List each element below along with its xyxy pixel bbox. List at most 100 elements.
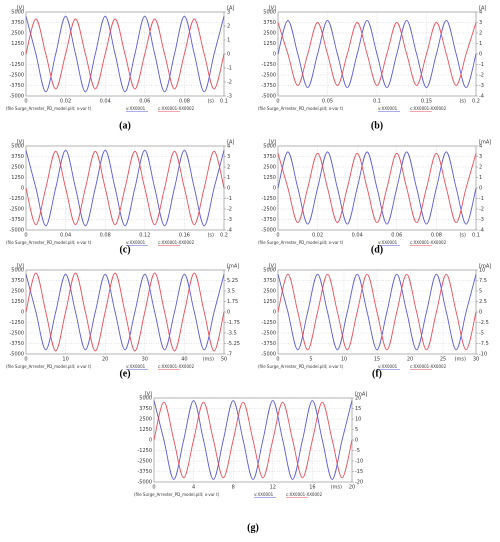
y2-tick-label: 3 <box>227 10 230 16</box>
y2-tick-label: 3.5 <box>227 289 235 295</box>
panel-label: (f) <box>372 368 382 379</box>
legend-label: v:XX0001 <box>126 106 146 111</box>
x-tick-label: 0.08 <box>431 233 442 239</box>
y2-tick-label: -7 <box>227 352 232 358</box>
y-tick-label: 3750 <box>11 20 24 26</box>
y-tick-label: -5000 <box>261 94 276 100</box>
y2-axis-label: [A] <box>227 140 234 146</box>
y2-tick-label: -15 <box>355 469 363 475</box>
y2-tick-label: -3 <box>227 217 232 223</box>
y2-tick-label: 10 <box>479 268 485 274</box>
y-tick-label: 0 <box>273 52 276 58</box>
y2-tick-label: -20 <box>355 480 363 486</box>
series-line <box>25 150 225 226</box>
legend-label: c:XX0001-XX0002 <box>158 364 195 369</box>
y-tick-label: 1250 <box>11 299 24 305</box>
y-tick-label: -2500 <box>9 73 24 79</box>
y2-tick-label: 15 <box>355 406 361 412</box>
y-tick-label: -5000 <box>261 228 276 234</box>
x-tick-label: 0.05 <box>322 99 333 105</box>
y-tick-label: 0 <box>21 52 24 58</box>
y-axis-label: [V] <box>17 140 24 146</box>
y2-tick-label: 2 <box>479 165 482 171</box>
y2-tick-label: -10 <box>355 459 363 465</box>
y-tick-label: 5000 <box>263 10 276 16</box>
y-tick-label: 2500 <box>139 417 152 423</box>
x-tick-label: 0.04 <box>352 233 363 239</box>
y2-tick-label: 1 <box>227 175 230 181</box>
x-tick-label: 0.08 <box>179 99 190 105</box>
y2-tick-label: -5 <box>479 331 484 337</box>
y2-tick-label: -1 <box>479 62 484 68</box>
y2-tick-label: -10 <box>479 352 487 358</box>
y2-axis-label: [mA] <box>355 392 367 398</box>
y2-tick-label: -1 <box>227 196 232 202</box>
y-tick-label: -5000 <box>261 352 276 358</box>
y-tick-label: -5000 <box>137 480 152 486</box>
series-line <box>277 19 477 89</box>
y-tick-label: 1250 <box>11 41 24 47</box>
y2-tick-label: 4 <box>479 10 482 16</box>
y2-axis-label: [mA] <box>479 264 491 270</box>
series-line <box>25 273 225 351</box>
y-tick-label: -3750 <box>137 469 152 475</box>
y-axis-label: [V] <box>17 264 24 270</box>
y2-tick-label: 2 <box>227 24 230 30</box>
series-line <box>277 151 477 225</box>
y2-tick-label: 5 <box>355 427 358 433</box>
y-tick-label: 1250 <box>139 427 152 433</box>
x-tick-label: 4 <box>192 485 195 491</box>
y-tick-label: -3750 <box>261 83 276 89</box>
y-tick-label: 3750 <box>263 154 276 160</box>
y-tick-label: -1250 <box>9 320 24 326</box>
x-tick-label: 0.1 <box>472 233 480 239</box>
y2-tick-label: -1 <box>227 66 232 72</box>
y2-tick-label: 5 <box>479 289 482 295</box>
y-tick-label: -1250 <box>137 448 152 454</box>
x-tick-label: 0.1 <box>220 99 228 105</box>
y2-tick-label: 2 <box>227 165 230 171</box>
y-axis-label: [V] <box>269 264 276 270</box>
y-tick-label: 3750 <box>263 278 276 284</box>
x-tick-label: 0 <box>276 99 279 105</box>
caption: (file Surge_Arrester_PD_model.pl4; x-var… <box>258 240 344 245</box>
x-tick-label: 8 <box>232 485 235 491</box>
legend-label: c:XX0001-XX0002 <box>410 364 447 369</box>
x-tick-label: 0 <box>152 485 155 491</box>
x-tick-label: 50 <box>221 357 227 363</box>
y2-axis-label: [mA] <box>227 264 239 270</box>
series-line <box>277 273 477 351</box>
series-line <box>153 401 353 479</box>
x-tick-label: 10 <box>62 357 68 363</box>
y-tick-label: 2500 <box>11 289 24 295</box>
series-line <box>277 152 477 224</box>
y-tick-label: 2500 <box>263 31 276 37</box>
x-tick-label: 0.2 <box>472 99 480 105</box>
y-tick-label: -2500 <box>9 207 24 213</box>
y-tick-label: 0 <box>273 186 276 192</box>
x-axis-label: (s) <box>459 99 466 105</box>
y2-tick-label: -2 <box>227 80 232 86</box>
y-tick-label: -3750 <box>261 341 276 347</box>
y2-tick-label: -4 <box>227 228 232 234</box>
series-line <box>277 273 477 351</box>
series-line <box>277 22 477 86</box>
y2-tick-label: 0 <box>227 310 230 316</box>
y-tick-label: -2500 <box>261 207 276 213</box>
y-tick-label: 2500 <box>263 289 276 295</box>
y2-tick-label: -1.75 <box>227 320 240 326</box>
caption: (file Surge_Arrester_PD_model.pl4; x-var… <box>6 240 92 245</box>
y2-tick-label: -4 <box>479 94 484 100</box>
x-axis-label: (ms) <box>203 357 214 363</box>
y2-tick-label: 0 <box>479 186 482 192</box>
y2-tick-label: -3.5 <box>227 331 237 337</box>
panel-label: (a) <box>119 120 131 131</box>
y-tick-label: 1250 <box>263 41 276 47</box>
y2-tick-label: -5.25 <box>227 341 240 347</box>
y2-tick-label: 3 <box>227 154 230 160</box>
y-tick-label: 3750 <box>263 20 276 26</box>
x-axis-label: (ms) <box>455 357 466 363</box>
legend-label: c:XX0001-XX0002 <box>158 106 195 111</box>
panel-label: (e) <box>119 368 130 379</box>
y-tick-label: 3750 <box>139 406 152 412</box>
